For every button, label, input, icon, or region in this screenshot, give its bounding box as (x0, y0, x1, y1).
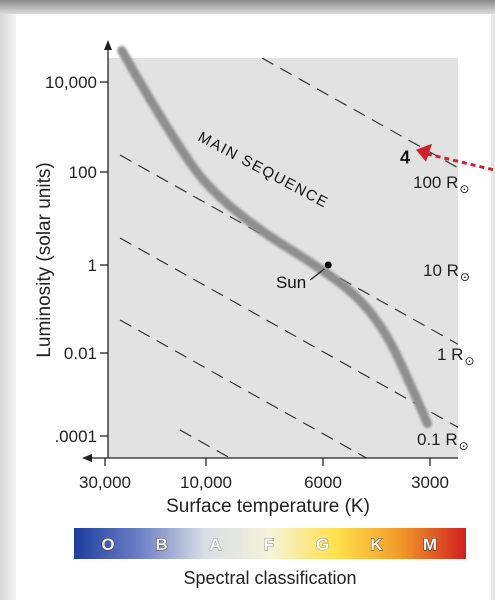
x-axis-arrowhead (82, 454, 92, 462)
star-4-label: 4 (400, 148, 410, 168)
radius-label-text: 100 R (413, 173, 458, 192)
x-tick-label: 10,000 (180, 473, 232, 492)
spectral-class-f: F (264, 535, 274, 554)
radius-label-text: 0.1 R (417, 430, 458, 449)
y-tick-label: 1 (88, 256, 97, 275)
sun-label: Sun (276, 273, 306, 292)
spectral-class-m: M (423, 535, 437, 554)
sun-symbol-subscript: ⊙ (459, 439, 469, 453)
y-tick-label: 10,000 (45, 73, 97, 92)
radius-label-text: 10 R (423, 261, 459, 280)
y-axis-label: Luminosity (solar units) (34, 162, 55, 357)
y-tick-label: 100 (69, 163, 97, 182)
sun-symbol-subscript: ⊙ (459, 182, 469, 196)
sun-symbol-subscript: ⊙ (464, 354, 474, 368)
spectral-class-g: G (316, 535, 329, 554)
y-tick-label: .0001 (54, 427, 97, 446)
y-axis-arrowhead (104, 40, 112, 50)
x-tick-label: 6000 (304, 473, 342, 492)
sun-point (325, 262, 332, 269)
radius-label-text: 1 R (437, 345, 463, 364)
x-axis-label: Surface temperature (K) (166, 496, 370, 517)
spectral-class-a: A (209, 535, 221, 554)
x-tick-label: 3000 (411, 473, 449, 492)
spectral-class-k: K (370, 535, 383, 554)
spectral-class-b: B (156, 535, 168, 554)
x-tick-label: 30,000 (79, 473, 131, 492)
y-tick-label: 0.01 (64, 344, 97, 363)
spectral-class-o: O (101, 535, 114, 554)
sun-symbol-subscript: ⊙ (460, 270, 470, 284)
spectral-classification-title: Spectral classification (183, 568, 356, 588)
